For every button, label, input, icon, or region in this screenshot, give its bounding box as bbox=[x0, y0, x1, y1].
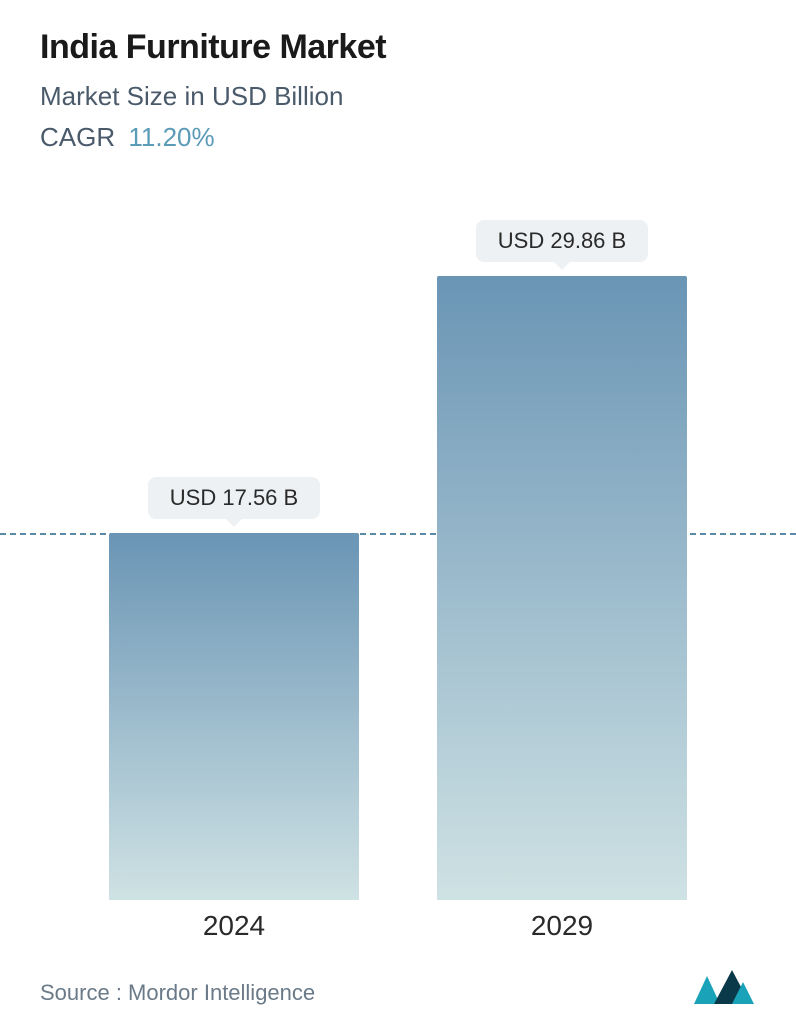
bars-container: USD 17.56 B USD 29.86 B bbox=[0, 210, 796, 900]
bar-value-pill: USD 17.56 B bbox=[148, 477, 320, 519]
chart-header: India Furniture Market Market Size in US… bbox=[0, 0, 796, 153]
chart-title: India Furniture Market bbox=[40, 28, 756, 67]
bar-value-pill: USD 29.86 B bbox=[476, 220, 648, 262]
bar-group: USD 29.86 B bbox=[437, 220, 687, 900]
cagr-label: CAGR bbox=[40, 122, 115, 152]
chart-plot-area: USD 17.56 B USD 29.86 B bbox=[0, 210, 796, 900]
bar bbox=[109, 533, 359, 900]
x-axis-label: 2029 bbox=[437, 910, 687, 942]
source-attribution: Source : Mordor Intelligence bbox=[40, 980, 315, 1006]
mordor-logo-icon bbox=[692, 968, 756, 1006]
x-axis-labels: 2024 2029 bbox=[0, 910, 796, 942]
bar bbox=[437, 276, 687, 900]
x-axis-label: 2024 bbox=[109, 910, 359, 942]
cagr-value: 11.20% bbox=[128, 122, 214, 152]
bar-group: USD 17.56 B bbox=[109, 477, 359, 900]
chart-subtitle: Market Size in USD Billion bbox=[40, 81, 756, 112]
chart-footer: Source : Mordor Intelligence bbox=[40, 968, 756, 1006]
cagr-line: CAGR 11.20% bbox=[40, 122, 756, 153]
